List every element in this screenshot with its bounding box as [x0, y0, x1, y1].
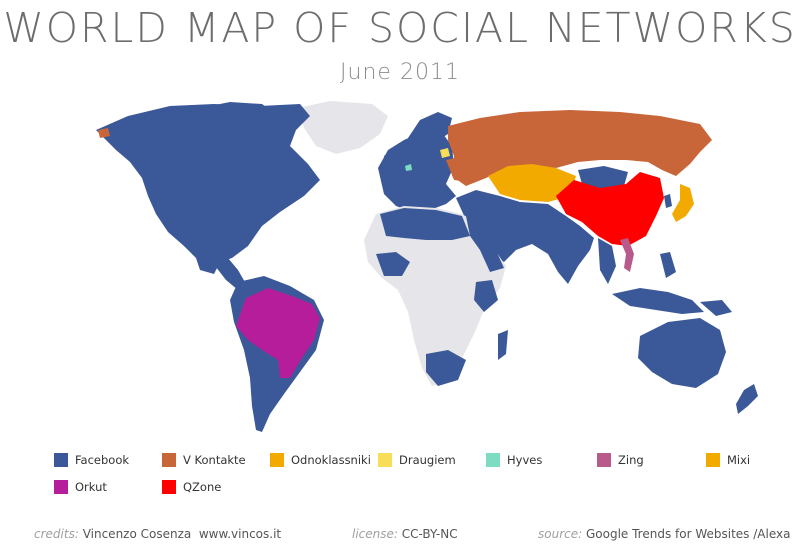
region-new-zealand — [736, 384, 758, 414]
legend-item-mixi: Mixi — [706, 452, 750, 468]
legend-label: QZone — [183, 480, 222, 494]
region-west-africa — [376, 252, 410, 276]
region-ukraine — [446, 156, 478, 182]
legend-item-draugiem: Draugiem — [378, 452, 456, 468]
map-title: WORLD MAP OF SOCIAL NETWORKS — [3, 4, 797, 52]
region-middle-east — [456, 190, 594, 284]
region-arctic-islands — [200, 102, 276, 120]
credits-key: credits: — [34, 527, 79, 541]
license-key: license: — [352, 527, 398, 541]
footer-credits: credits: Vincenzo Cosenza www.vincos.it — [34, 527, 281, 543]
legend-swatch — [378, 453, 392, 467]
legend-swatch — [270, 453, 284, 467]
legend-item-zing: Zing — [597, 452, 644, 468]
region-mongolia — [578, 166, 628, 190]
license-value: CC-BY-NC — [401, 527, 458, 541]
legend-swatch — [54, 480, 68, 494]
region-egypt-horn — [466, 216, 504, 272]
legend-label: Hyves — [507, 453, 543, 467]
region-kenya — [474, 280, 498, 312]
credits-value: Vincenzo Cosenza www.vincos.it — [82, 527, 282, 541]
legend-item-orkut: Orkut — [54, 479, 107, 495]
region-uk — [384, 150, 396, 168]
legend-item-facebook: Facebook — [54, 452, 129, 468]
legend-item-vkontakte: V Kontakte — [162, 452, 246, 468]
legend-label: V Kontakte — [183, 453, 246, 467]
region-korea — [664, 194, 672, 208]
legend-label: Mixi — [727, 453, 751, 467]
region-north-africa — [380, 208, 470, 240]
region-central-america — [212, 258, 246, 290]
region-indonesia — [612, 288, 704, 314]
legend-item-odnoklassniki: Odnoklassniki — [270, 452, 371, 468]
map-subtitle: June 2011 — [340, 60, 460, 85]
footer-license: license: CC-BY-NC — [352, 527, 458, 543]
region-alaska-tip — [98, 128, 110, 138]
legend-item-hyves: Hyves — [486, 452, 542, 468]
region-africa — [364, 206, 506, 386]
region-kazakhstan — [488, 164, 576, 202]
region-latvia — [440, 148, 450, 158]
legend-item-qzone: QZone — [162, 479, 221, 495]
region-vietnam — [620, 238, 634, 272]
legend-swatch — [162, 480, 176, 494]
footer-source: source: Google Trends for Websites /Alex… — [538, 527, 790, 543]
legend-swatch — [486, 453, 500, 467]
legend-swatch — [162, 453, 176, 467]
region-netherlands — [405, 164, 412, 171]
region-scandinavia — [408, 112, 452, 150]
region-china — [556, 172, 664, 246]
legend-swatch — [597, 453, 611, 467]
legend-swatch — [706, 453, 720, 467]
region-philippines — [660, 252, 676, 278]
legend-swatch — [54, 453, 68, 467]
region-se-asia — [598, 238, 616, 284]
legend: Facebook V Kontakte Odnoklassniki Draugi… — [0, 449, 800, 499]
legend-label: Zing — [618, 453, 644, 467]
region-japan — [672, 184, 694, 222]
world-map — [96, 101, 758, 432]
region-south-africa — [426, 350, 466, 386]
region-brazil — [236, 288, 320, 378]
region-madagascar — [498, 330, 508, 360]
legend-label: Orkut — [75, 480, 107, 494]
region-europe — [378, 130, 456, 212]
legend-label: Draugiem — [399, 453, 456, 467]
region-australia — [638, 318, 726, 388]
region-greenland — [298, 101, 388, 154]
source-key: source: — [538, 527, 583, 541]
source-value: Google Trends for Websites /Alexa — [585, 527, 791, 541]
region-north-america — [96, 104, 320, 274]
region-papua — [700, 300, 732, 316]
legend-label: Odnoklassniki — [291, 453, 371, 467]
legend-label: Facebook — [75, 453, 130, 467]
